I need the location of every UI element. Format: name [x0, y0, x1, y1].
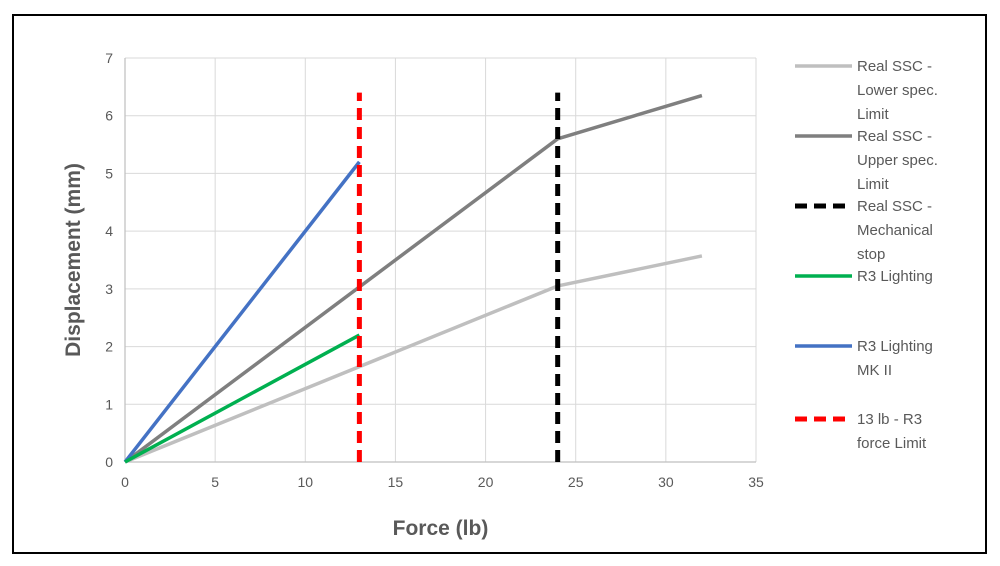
grid-lines [125, 57, 757, 462]
legend-label-1: Real SSC - Upper spec. Limit [857, 128, 938, 193]
legend-label-line: Lower spec. [857, 82, 938, 99]
x-tick-label-0: 0 [121, 474, 129, 490]
y-tick-label-6: 6 [105, 108, 113, 124]
series-line-0 [124, 254, 703, 464]
x-tick-label-4: 20 [478, 474, 494, 490]
y-tick-labels: 0 1 2 3 4 5 6 7 [105, 50, 113, 470]
legend-label-4: R3 Lighting MK II [857, 338, 933, 379]
series-line-3 [124, 333, 361, 464]
chart-frame [12, 14, 987, 554]
legend-label-line: Limit [857, 176, 890, 193]
y-tick-label-2: 2 [105, 339, 113, 355]
y-tick-label-7: 7 [105, 50, 113, 66]
series-line-1 [123, 93, 703, 464]
legend-label-line: MK II [857, 362, 892, 379]
legend: Real SSC - Lower spec. Limit Real SSC - Uppe… [795, 58, 938, 452]
x-tick-labels: 0 5 10 15 20 25 30 35 [121, 474, 764, 490]
legend-label-line: Limit [857, 106, 890, 123]
x-axis-title: Force (lb) [393, 517, 489, 540]
x-tick-label-7: 35 [748, 474, 764, 490]
x-tick-label-2: 10 [297, 474, 313, 490]
x-tick-label-1: 5 [211, 474, 219, 490]
legend-label-line: stop [857, 246, 885, 263]
legend-label-line: Real SSC - [857, 198, 932, 215]
legend-label-line: Real SSC - [857, 58, 932, 75]
legend-label-0: Real SSC - Lower spec. Limit [857, 58, 938, 123]
legend-label-line: R3 Lighting [857, 268, 933, 285]
legend-label-line: 13 lb - R3 [857, 411, 922, 428]
legend-label-3: R3 Lighting [857, 268, 933, 285]
axes [124, 58, 756, 463]
y-tick-label-0: 0 [105, 454, 113, 470]
y-tick-label-4: 4 [105, 223, 113, 239]
y-axis-title: Displacement (mm) [62, 163, 85, 357]
y-tick-label-1: 1 [105, 396, 113, 412]
legend-label-line: force Limit [857, 435, 927, 452]
legend-label-line: Upper spec. [857, 152, 938, 169]
series-lines [123, 92, 703, 464]
legend-label-2: Real SSC - Mechanical stop [857, 198, 933, 263]
x-tick-label-5: 25 [568, 474, 584, 490]
y-tick-label-5: 5 [105, 165, 113, 181]
x-tick-label-3: 15 [388, 474, 404, 490]
legend-label-line: Mechanical [857, 222, 933, 239]
legend-label-5: 13 lb - R3 force Limit [857, 411, 927, 452]
legend-label-line: Real SSC - [857, 128, 932, 145]
x-tick-label-6: 30 [658, 474, 674, 490]
legend-label-line: R3 Lighting [857, 338, 933, 355]
series-line-4 [123, 160, 361, 464]
y-tick-label-3: 3 [105, 281, 113, 297]
